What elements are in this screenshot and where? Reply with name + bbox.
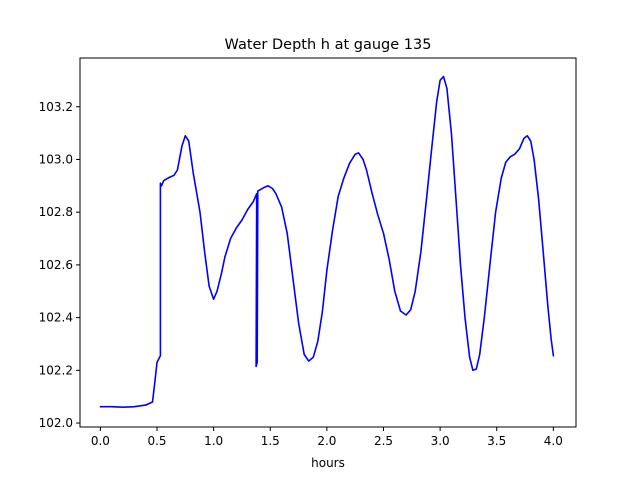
x-tick-label: 1.5 [261, 434, 280, 448]
y-tick-label: 102.0 [39, 416, 73, 430]
x-tick-label: 4.0 [544, 434, 563, 448]
x-tick-label: 1.0 [204, 434, 223, 448]
chart-title: Water Depth h at gauge 135 [225, 37, 432, 53]
x-tick-label: 2.5 [374, 434, 393, 448]
series-line [99, 75, 555, 409]
y-tick-label: 102.2 [39, 363, 73, 377]
y-tick-label: 103.2 [39, 100, 73, 114]
plot-area [79, 57, 577, 428]
series-layer [99, 75, 555, 409]
y-tick-label: 102.6 [39, 258, 73, 272]
y-tick-label: 102.4 [39, 311, 73, 325]
x-tick-label: 0.5 [147, 434, 166, 448]
x-tick-label: 3.0 [431, 434, 450, 448]
y-tick-label: 102.8 [39, 205, 73, 219]
y-axis: 102.0 102.2 102.4 102.6 102.8 103.0 103.2 [39, 100, 80, 430]
x-tick-label: 3.5 [487, 434, 506, 448]
x-tick-label: 2.0 [317, 434, 336, 448]
x-axis: 0.0 0.5 1.0 1.5 2.0 2.5 3.0 3.5 4.0 [91, 427, 563, 448]
x-axis-label: hours [311, 456, 345, 470]
y-tick-label: 103.0 [39, 152, 73, 166]
x-tick-label: 0.0 [91, 434, 110, 448]
